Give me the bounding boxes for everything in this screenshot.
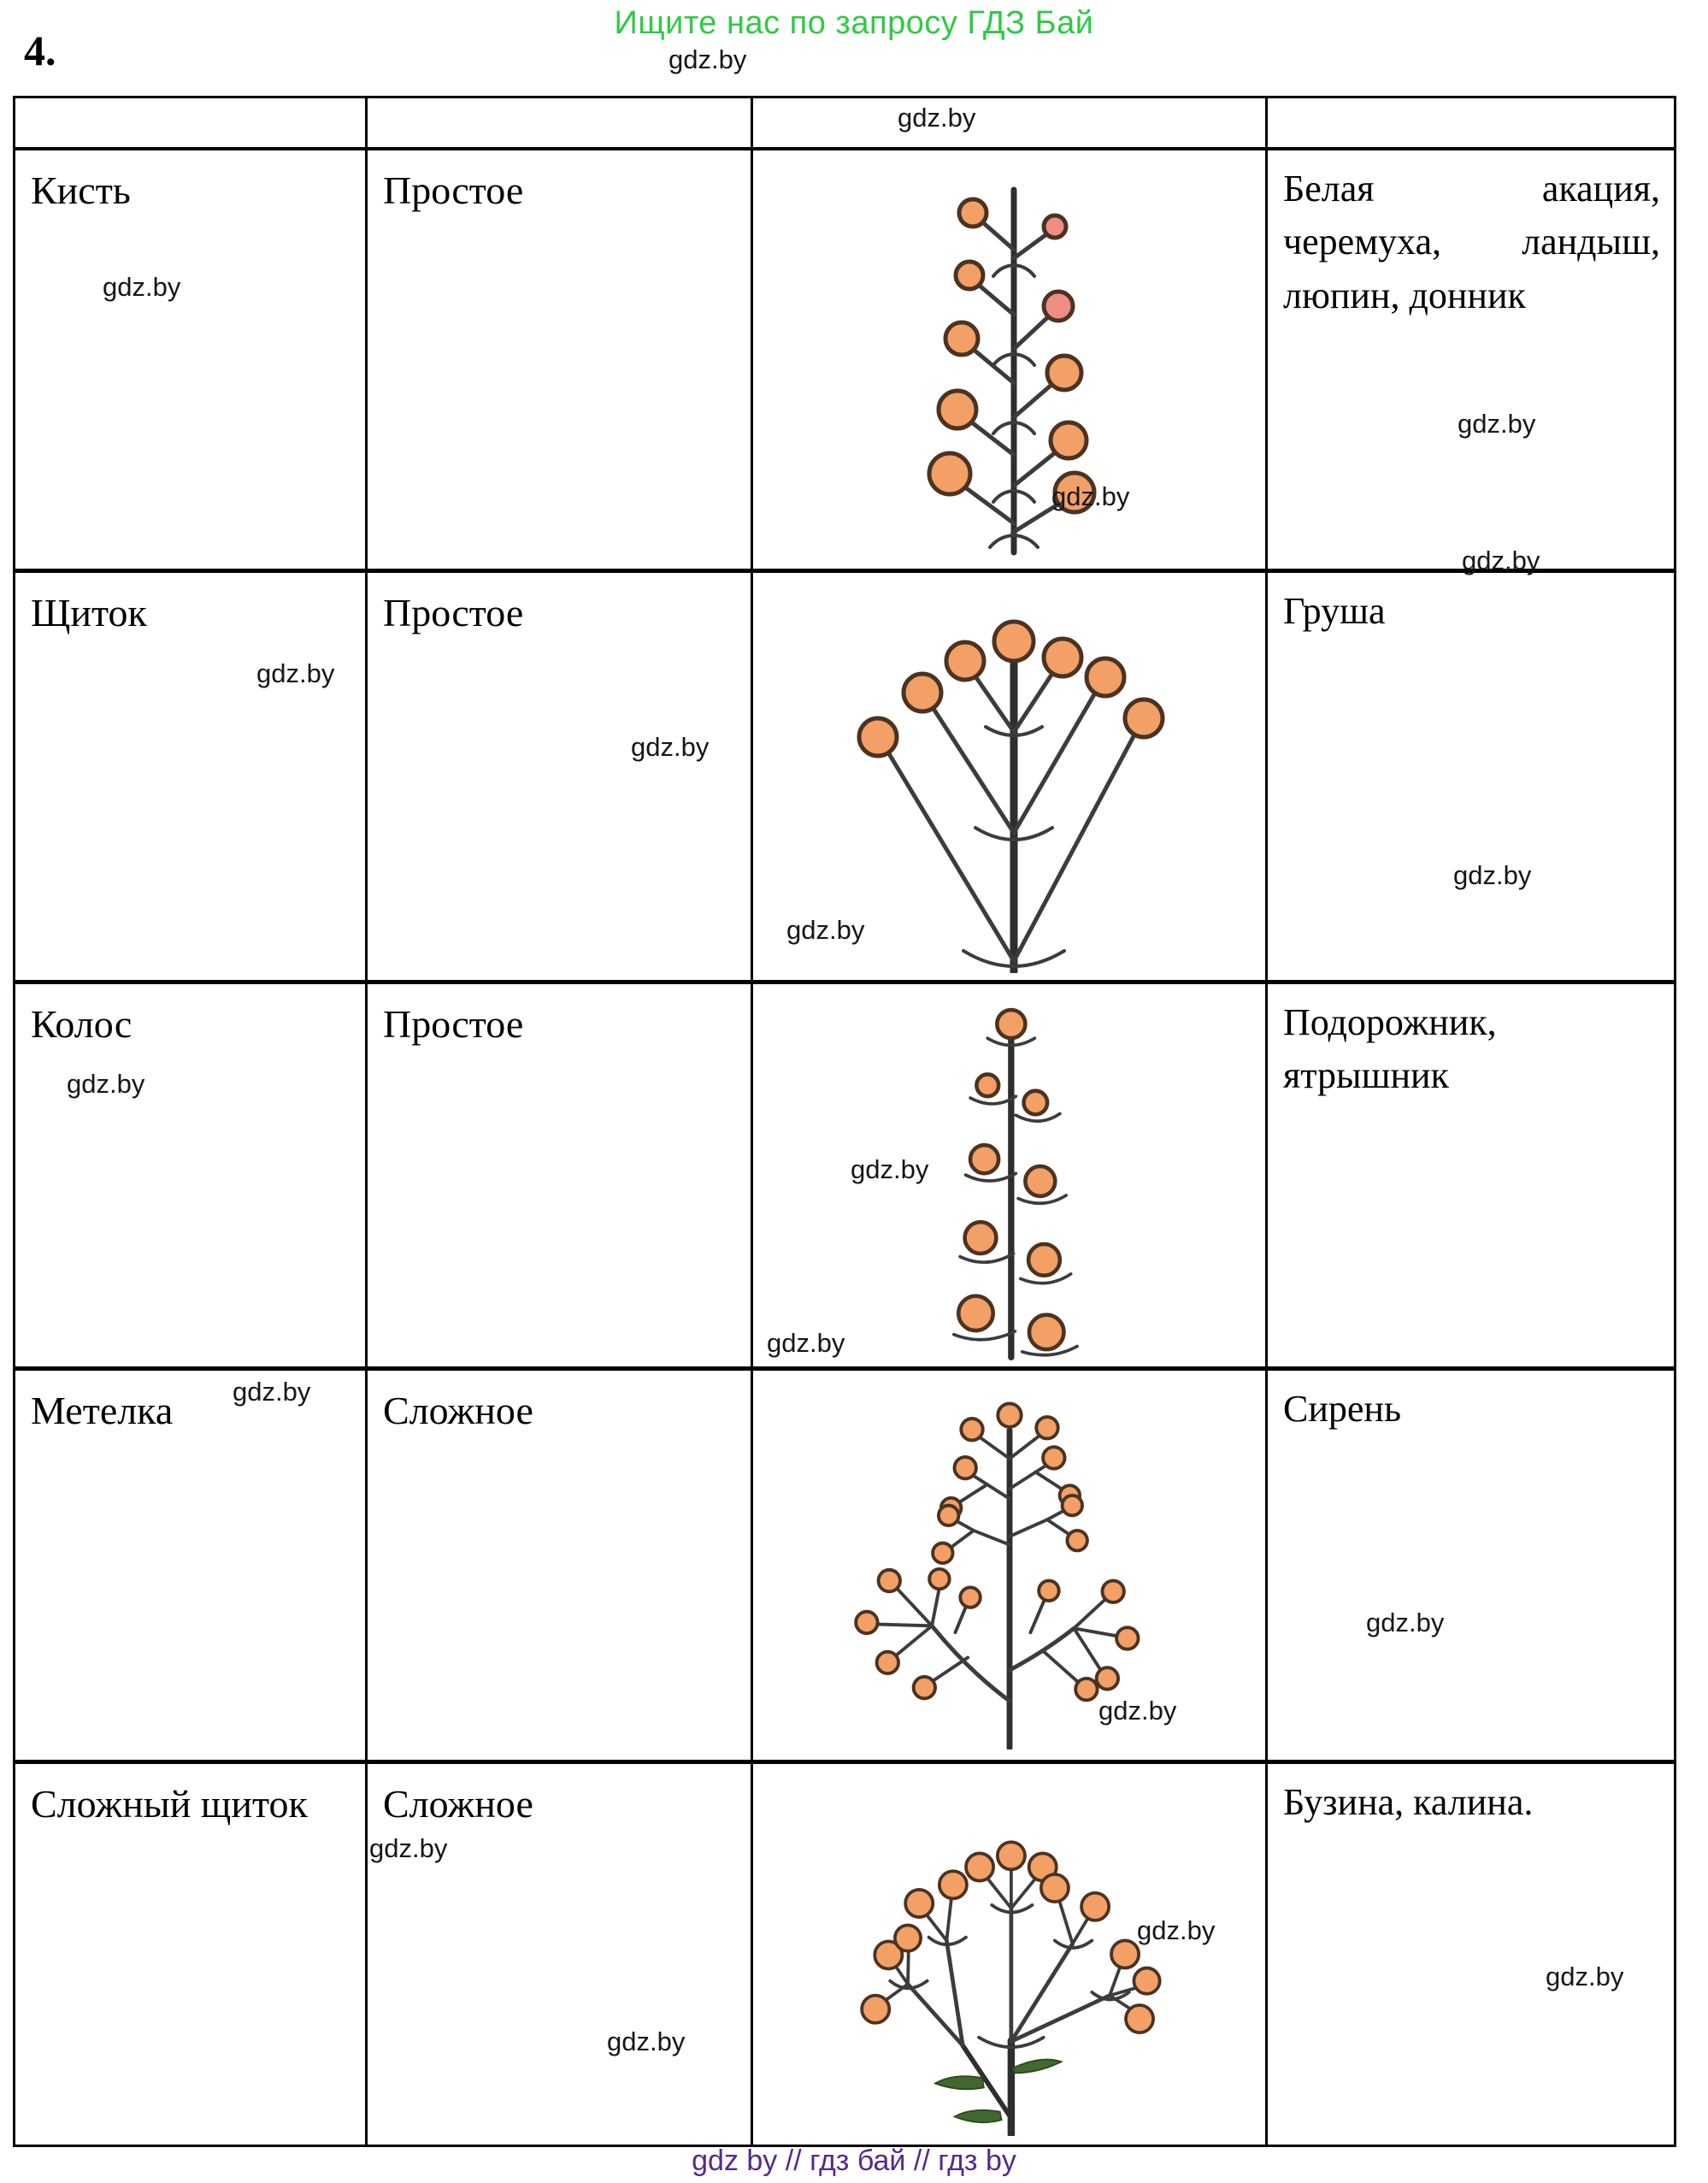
inflorescence-kind-cell: Простое bbox=[368, 984, 753, 1371]
inflorescence-kind: Сложное bbox=[383, 1389, 533, 1432]
gdz-watermark: gdz.by bbox=[1458, 409, 1536, 439]
diagram-cell bbox=[753, 1764, 1268, 2145]
diagram-cell bbox=[753, 1371, 1268, 1764]
inflorescence-name-cell: Кисть bbox=[15, 150, 368, 573]
inflorescence-name: Кисть bbox=[31, 168, 131, 212]
header-cell-kind bbox=[368, 98, 753, 150]
inflorescence-name: Метелка bbox=[31, 1389, 174, 1432]
gdz-watermark: gdz.by bbox=[1366, 1608, 1445, 1637]
gdz-watermark: gdz.by bbox=[851, 1154, 929, 1184]
examples-text: Подорожник, ятрышник bbox=[1283, 1001, 1497, 1097]
inflorescence-kind: Сложное bbox=[383, 1782, 533, 1826]
raceme-diagram bbox=[927, 186, 1096, 555]
inflorescence-kind: Простое bbox=[383, 591, 524, 634]
gdz-watermark: gdz.by bbox=[256, 658, 335, 688]
inflorescence-kind-cell: Сложное bbox=[368, 1764, 753, 2145]
gdz-watermark: gdz.by bbox=[668, 44, 747, 74]
inflorescence-name-cell: Колос bbox=[15, 984, 368, 1371]
gdz-watermark: gdz.by bbox=[1453, 860, 1532, 890]
examples-text: Груша bbox=[1283, 590, 1386, 632]
inflorescence-name-cell: Сложный щиток bbox=[15, 1764, 368, 2145]
gdz-watermark: gdz.by bbox=[786, 915, 865, 945]
inflorescence-name: Колос bbox=[31, 1002, 133, 1046]
gdz-watermark: gdz.by bbox=[103, 272, 181, 302]
spike-diagram bbox=[951, 1007, 1079, 1360]
gdz-watermark: gdz.by bbox=[233, 1377, 311, 1407]
diagram-cell bbox=[753, 573, 1268, 984]
inflorescence-kind-cell: Простое bbox=[368, 150, 753, 573]
inflorescence-kind-cell: Сложное bbox=[368, 1371, 753, 1764]
examples-cell: Белая акация, черемуха, ландыш, люпин, д… bbox=[1268, 150, 1674, 573]
gdz-watermark: gdz.by bbox=[1051, 481, 1130, 511]
header-cell-name bbox=[15, 98, 368, 150]
inflorescence-kind: Простое bbox=[383, 1002, 524, 1046]
promo-banner: Ищите нас по запросу ГДЗ Бай bbox=[614, 5, 1094, 41]
gdz-watermark: gdz.by bbox=[767, 1328, 845, 1358]
gdz-watermark: gdz.by bbox=[607, 2027, 686, 2056]
gdz-watermark: gdz.by bbox=[1462, 546, 1540, 575]
examples-cell: Сирень bbox=[1268, 1371, 1674, 1764]
gdz-watermark: gdz.by bbox=[1546, 1962, 1624, 1991]
examples-text: Бузина, калина. bbox=[1283, 1781, 1534, 1823]
inflorescence-name-cell: Щиток bbox=[15, 573, 368, 984]
examples-cell: Груша bbox=[1268, 573, 1674, 984]
examples-cell: Подорожник, ятрышник bbox=[1268, 984, 1674, 1371]
examples-cell: Бузина, калина. bbox=[1268, 1764, 1674, 2145]
gdz-watermark: gdz.by bbox=[1098, 1696, 1177, 1726]
inflorescence-kind-cell: Простое bbox=[368, 573, 753, 984]
diagram-cell bbox=[753, 984, 1268, 1371]
header-cell-diagram bbox=[753, 98, 1268, 150]
inflorescence-name-cell: Метелка bbox=[15, 1371, 368, 1764]
header-cell-examples bbox=[1268, 98, 1674, 150]
corymb-diagram bbox=[857, 619, 1164, 973]
footer-links: gdz by // гдз бай // гдз by bbox=[692, 2145, 1016, 2177]
inflorescence-kind: Простое bbox=[383, 168, 524, 212]
task-number: 4. bbox=[24, 27, 56, 74]
examples-text: Сирень bbox=[1283, 1388, 1402, 1430]
compound-corymb-diagram bbox=[859, 1840, 1162, 2136]
gdz-watermark: gdz.by bbox=[898, 103, 976, 133]
diagram-cell bbox=[753, 150, 1268, 573]
gdz-watermark: gdz.by bbox=[631, 732, 710, 762]
inflorescence-name: Сложный щиток bbox=[31, 1782, 308, 1826]
inflorescence-table: Кисть Простое Белая акация, черемуха, ла… bbox=[13, 96, 1676, 2147]
examples-text: Белая акация, черемуха, ландыш, люпин, д… bbox=[1283, 168, 1660, 316]
inflorescence-name: Щиток bbox=[31, 591, 147, 634]
gdz-watermark: gdz.by bbox=[67, 1069, 145, 1099]
gdz-watermark: gdz.by bbox=[369, 1833, 448, 1863]
gdz-watermark: gdz.by bbox=[1137, 1915, 1216, 1945]
panicle-diagram bbox=[853, 1401, 1140, 1749]
